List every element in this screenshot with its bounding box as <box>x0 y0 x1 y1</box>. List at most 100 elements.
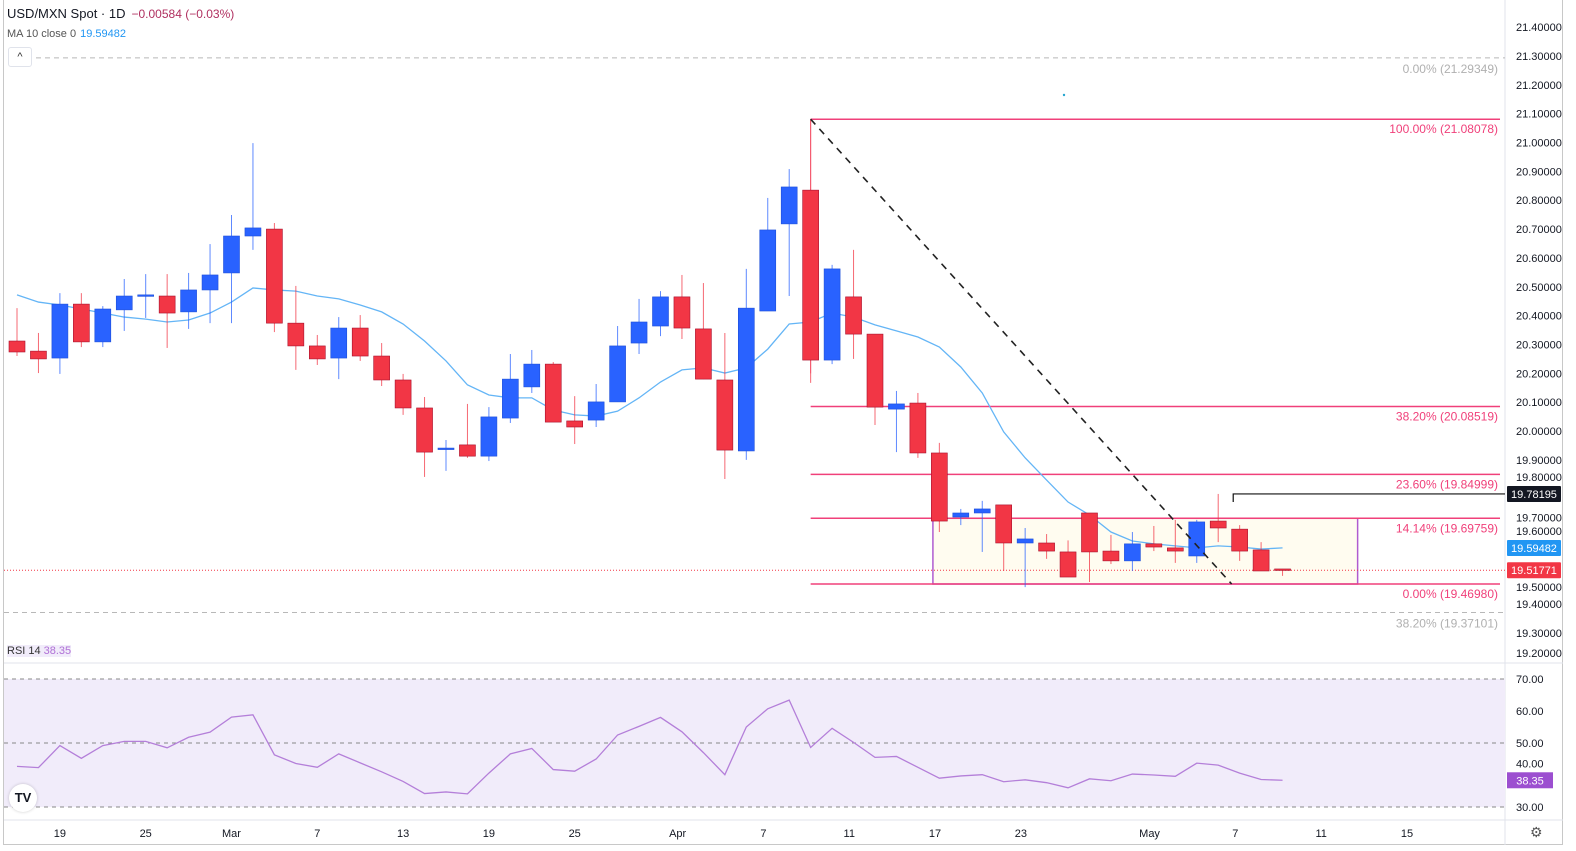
candle-body <box>909 402 927 454</box>
candle <box>394 373 412 415</box>
candle <box>802 119 819 383</box>
candle <box>566 396 584 445</box>
candle-body <box>866 333 884 408</box>
candle <box>158 274 176 348</box>
fib-label: 100.00% (21.08078) <box>1389 122 1498 136</box>
fib-label: 23.60% (19.84999) <box>1396 477 1498 491</box>
time-tick: Apr <box>669 828 686 840</box>
time-tick: 15 <box>1401 828 1413 840</box>
symbol-title: USD/MXN Spot · 1D <box>7 6 126 21</box>
candle <box>51 293 69 374</box>
candle <box>437 439 455 471</box>
candle <box>780 169 798 297</box>
rsi-line <box>16 699 1283 795</box>
price-tick: 19.40000 <box>1516 599 1562 611</box>
ma-label: MA 10 close 0 <box>7 28 77 40</box>
candle-body <box>373 355 390 381</box>
candle <box>1188 519 1206 563</box>
candle <box>373 343 390 387</box>
chart-frame <box>3 0 1563 845</box>
rsi-tick: 30.00 <box>1516 802 1544 814</box>
candle-body <box>1038 542 1055 552</box>
fib-label: 14.14% (19.69759) <box>1396 521 1498 535</box>
candle-body <box>609 345 626 403</box>
tradingview-logo-icon[interactable]: TV <box>9 784 37 812</box>
candle <box>1209 493 1227 543</box>
time-tick: 11 <box>844 828 855 840</box>
candle <box>523 349 541 393</box>
candle <box>1231 525 1248 561</box>
time-tick: 19 <box>54 828 66 840</box>
candle <box>94 306 112 348</box>
time-tick: Mar <box>222 828 241 840</box>
candle-body <box>287 322 305 347</box>
candle-body <box>137 294 154 297</box>
candle-body <box>115 295 133 311</box>
candle <box>759 197 777 312</box>
last-price-badge: 19.51771 <box>1511 565 1557 577</box>
rsi-tick: 50.00 <box>1516 738 1544 750</box>
candle-body <box>244 227 262 237</box>
candle <box>266 223 283 333</box>
candle-body <box>587 401 605 421</box>
price-tick: 19.90000 <box>1516 455 1562 467</box>
price-change: −0.00584 (−0.03%) <box>131 7 235 21</box>
collapse-legend-button[interactable]: ^ <box>8 47 32 67</box>
price-tick: 20.90000 <box>1516 166 1562 178</box>
symbol-header[interactable]: USD/MXN Spot · 1D −0.00584 (−0.03%) <box>7 6 234 21</box>
candle <box>1102 534 1120 565</box>
candle-body <box>544 363 562 423</box>
candle-body <box>780 186 798 225</box>
candle <box>1059 540 1077 578</box>
candle-body <box>330 327 348 359</box>
price-tick: 21.10000 <box>1516 109 1562 121</box>
candle-body <box>1274 568 1291 571</box>
candle-body <box>995 504 1013 544</box>
high-price-badge: 19.78195 <box>1511 489 1557 501</box>
candle <box>737 268 755 460</box>
ma10-line <box>16 287 1283 550</box>
candle-body <box>51 303 69 359</box>
candle-body <box>845 296 862 335</box>
candle <box>1274 568 1291 576</box>
price-tick: 19.70000 <box>1516 513 1562 525</box>
candle-body <box>459 444 476 457</box>
candle-body <box>437 447 455 450</box>
candle <box>115 278 133 331</box>
price-tick: 21.20000 <box>1516 80 1562 92</box>
candle-body <box>1145 543 1163 548</box>
candle <box>973 500 991 552</box>
candle-body <box>673 296 691 329</box>
candle <box>480 407 498 462</box>
candle-body <box>973 508 991 514</box>
candle-body <box>1252 549 1270 572</box>
candle-body <box>502 378 519 419</box>
rsi-badge-bg <box>1507 772 1553 789</box>
time-tick: 25 <box>569 828 581 840</box>
ma-legend[interactable]: MA 10 close 0 19.59482 <box>7 28 126 40</box>
candle <box>30 332 47 374</box>
candle-body <box>695 328 712 380</box>
candle <box>673 274 691 340</box>
time-tick: 25 <box>140 828 152 840</box>
candle <box>1081 512 1098 582</box>
candle-body <box>952 512 970 518</box>
marker-dot <box>1062 93 1066 97</box>
fib-label: 38.20% (20.08519) <box>1396 409 1498 423</box>
rsi-legend[interactable]: RSI 14 38.35 <box>7 645 72 657</box>
settings-gear-icon[interactable]: ⚙ <box>1530 824 1543 840</box>
price-tick: 21.40000 <box>1516 22 1562 34</box>
price-tick: 19.50000 <box>1516 582 1562 594</box>
price-tick: 19.30000 <box>1516 628 1562 640</box>
rsi-tick: 70.00 <box>1516 674 1544 686</box>
candle <box>416 396 433 477</box>
candle-body <box>630 321 648 344</box>
candle-body <box>888 403 905 410</box>
candle <box>330 317 348 380</box>
candle-body <box>931 452 948 522</box>
candle-body <box>308 345 326 360</box>
rsi-tick: 40.00 <box>1516 758 1544 770</box>
candle-body <box>1081 512 1098 553</box>
candle <box>652 291 669 337</box>
